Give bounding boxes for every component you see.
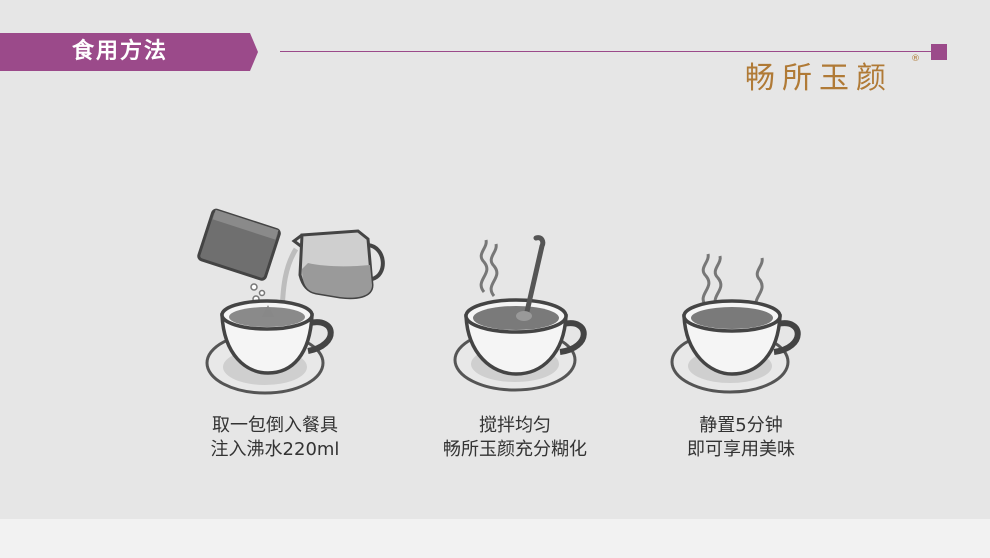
stir-cup-with-spoon-icon: [450, 232, 590, 407]
content-panel: [0, 0, 990, 519]
step-3-caption: 静置5分钟 即可享用美味: [621, 414, 861, 462]
section-title: 食用方法: [72, 39, 169, 64]
banner-ribbon-shape: [0, 33, 258, 71]
pour-sachet-and-water-icon: [190, 205, 390, 410]
step-2-line2: 畅所玉颜充分糊化: [443, 439, 587, 460]
step-2-caption: 搅拌均匀 畅所玉颜充分糊化: [395, 414, 635, 462]
step-2-line1: 搅拌均匀: [479, 415, 551, 436]
step-1-line2: 注入沸水220ml: [210, 439, 340, 460]
step-3-line1: 静置5分钟: [699, 415, 783, 436]
header-divider: [280, 51, 932, 52]
divider-end-square: [931, 44, 947, 60]
steaming-cup-icon: [670, 250, 805, 405]
step-1-caption: 取一包倒入餐具 注入沸水220ml: [155, 414, 395, 462]
registered-mark: ®: [911, 54, 920, 64]
step-1-line1: 取一包倒入餐具: [212, 415, 338, 436]
step-3-line2: 即可享用美味: [687, 439, 795, 460]
section-banner: 食用方法: [0, 33, 258, 71]
brand-logo-text: 畅所玉颜: [745, 61, 893, 96]
